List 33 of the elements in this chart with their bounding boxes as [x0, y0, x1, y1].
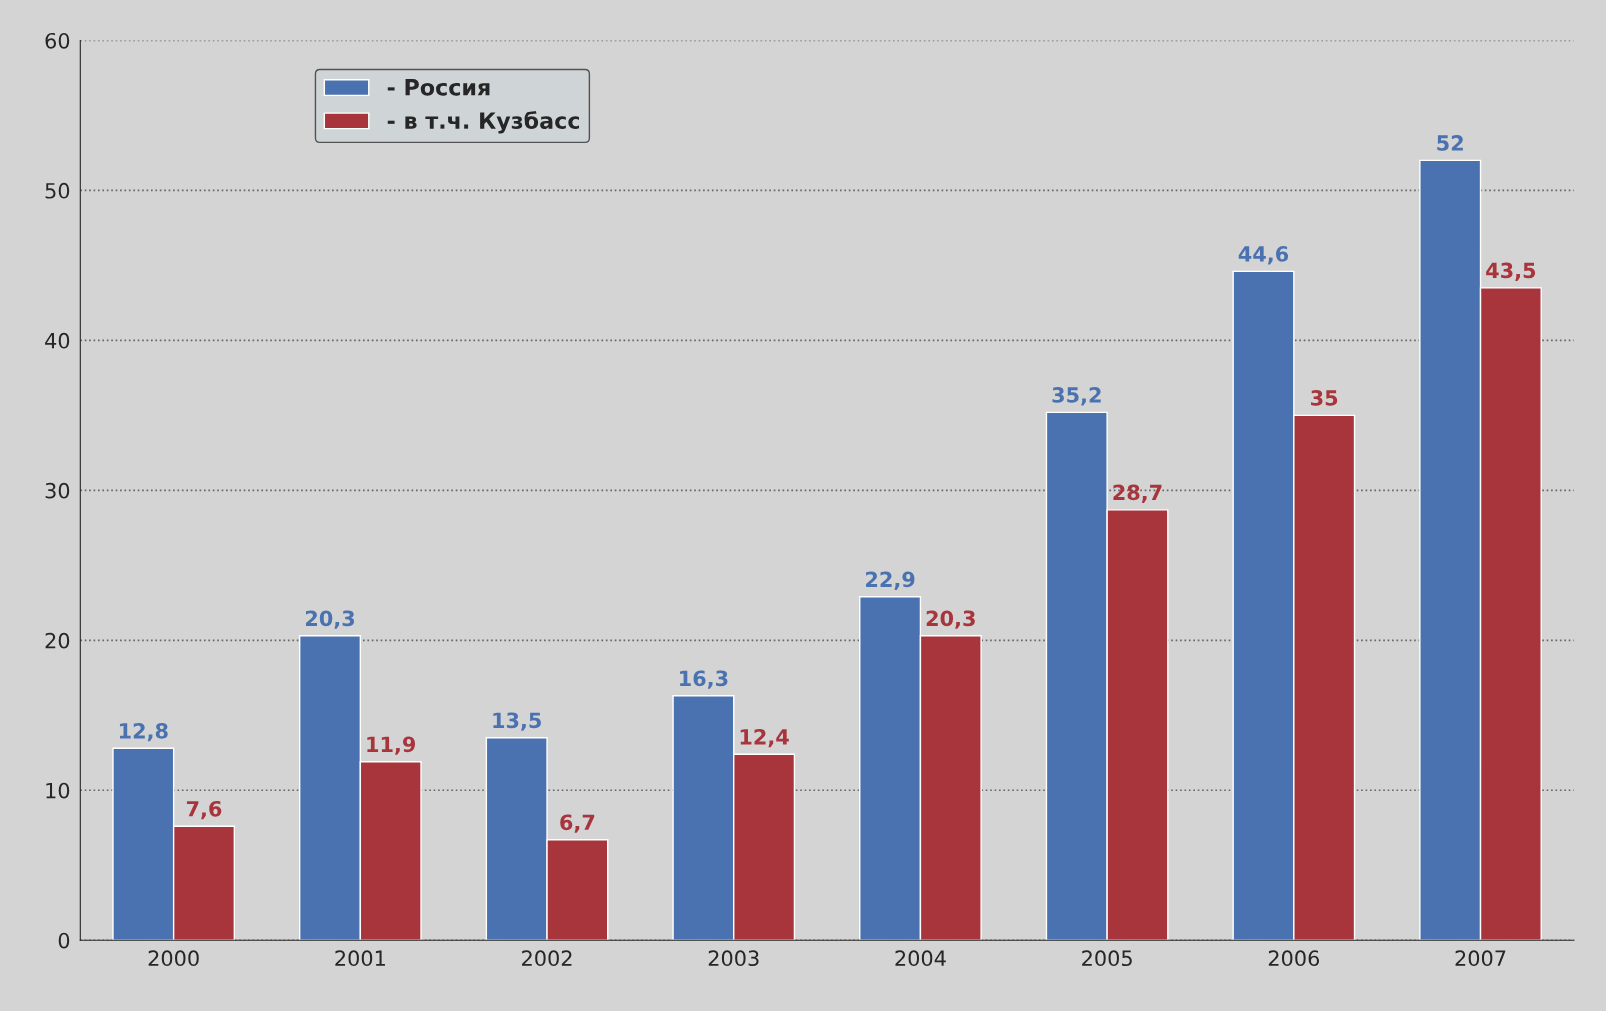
x-tick-label: 2001 — [335, 950, 385, 967]
x-tick-label: 2006 — [1268, 950, 1320, 967]
data-label: 16,3 — [680, 670, 728, 689]
legend-label: - Россия — [387, 79, 490, 96]
x-tick-label: 2000 — [148, 950, 199, 967]
data-label: 20,3 — [926, 610, 975, 629]
data-label: 12,4 — [740, 728, 789, 748]
data-label: 22,9 — [866, 571, 915, 590]
data-label: 13,5 — [493, 712, 541, 731]
y-tick-label: 50 — [45, 182, 70, 199]
data-label: 35,2 — [1052, 387, 1101, 406]
data-label: 7,6 — [186, 800, 222, 820]
legend-label: - в т.ч. Кузбасс — [387, 111, 580, 134]
data-label: 11,9 — [367, 736, 416, 755]
data-label: 44,6 — [1238, 246, 1289, 265]
data-label: 43,5 — [1486, 262, 1536, 281]
data-label: 6,7 — [560, 814, 595, 833]
y-tick-label: 20 — [45, 632, 70, 649]
data-label: 20,3 — [305, 610, 355, 629]
y-tick-label: 30 — [45, 482, 70, 499]
x-tick-label: 2004 — [895, 950, 946, 967]
y-tick-label: 60 — [45, 32, 70, 49]
x-tick-label: 2005 — [1082, 950, 1132, 967]
y-tick-label: 0 — [58, 932, 70, 949]
data-label: 52 — [1437, 135, 1463, 151]
data-label: 12,8 — [119, 722, 168, 742]
x-tick-label: 2007 — [1455, 950, 1506, 967]
y-tick-label: 40 — [45, 332, 70, 349]
x-tick-label: 2002 — [522, 950, 572, 967]
data-label: 28,7 — [1113, 484, 1162, 503]
y-tick-label: 10 — [46, 782, 70, 799]
data-label: 35 — [1311, 390, 1338, 406]
x-tick-label: 2003 — [708, 950, 759, 967]
